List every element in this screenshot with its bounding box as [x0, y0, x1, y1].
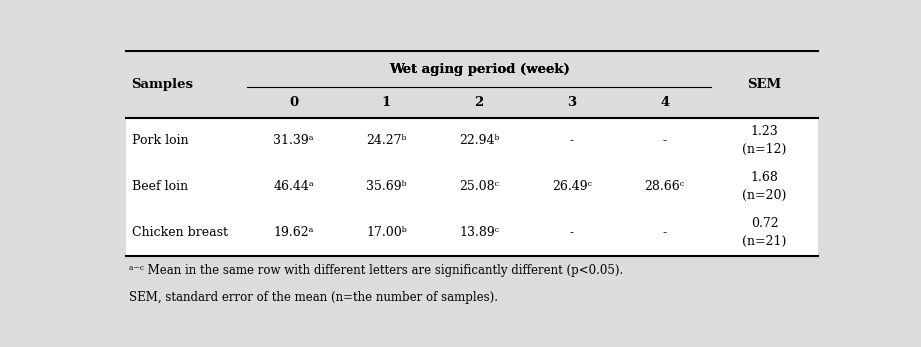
Text: Chicken breast: Chicken breast: [132, 226, 227, 239]
Text: SEM: SEM: [748, 78, 782, 91]
Text: 1.23
(n=12): 1.23 (n=12): [742, 125, 787, 156]
Text: ᵃ⁻ᶜ Mean in the same row with different letters are significantly different (p<0: ᵃ⁻ᶜ Mean in the same row with different …: [129, 264, 623, 277]
Text: Wet aging period (week): Wet aging period (week): [389, 62, 569, 76]
Text: 46.44ᵃ: 46.44ᵃ: [274, 180, 314, 193]
Text: 1.68
(n=20): 1.68 (n=20): [742, 171, 787, 202]
Text: 22.94ᵇ: 22.94ᵇ: [459, 134, 499, 147]
Text: 1: 1: [381, 96, 391, 109]
Text: 25.08ᶜ: 25.08ᶜ: [460, 180, 499, 193]
Text: Wet aging period (week): Wet aging period (week): [389, 62, 569, 76]
Bar: [126, 51, 818, 118]
Text: 2: 2: [474, 96, 484, 109]
Text: Samples: Samples: [132, 78, 193, 91]
Text: -: -: [663, 226, 667, 239]
Text: -: -: [663, 134, 667, 147]
Text: 4: 4: [660, 96, 670, 109]
Text: 35.69ᵇ: 35.69ᵇ: [366, 180, 407, 193]
Text: 26.49ᶜ: 26.49ᶜ: [552, 180, 592, 193]
Text: Beef loin: Beef loin: [132, 180, 188, 193]
Text: 0: 0: [289, 96, 298, 109]
Text: 0.72
(n=21): 0.72 (n=21): [742, 217, 787, 248]
Text: 13.89ᶜ: 13.89ᶜ: [459, 226, 499, 239]
Bar: [126, 118, 818, 256]
Text: 24.27ᵇ: 24.27ᵇ: [367, 134, 406, 147]
Text: 28.66ᶜ: 28.66ᶜ: [645, 180, 685, 193]
Text: 19.62ᵃ: 19.62ᵃ: [274, 226, 314, 239]
Text: 3: 3: [567, 96, 577, 109]
Text: 31.39ᵃ: 31.39ᵃ: [274, 134, 314, 147]
Text: -: -: [570, 134, 574, 147]
Text: Pork loin: Pork loin: [132, 134, 188, 147]
Text: -: -: [570, 226, 574, 239]
Text: 17.00ᵇ: 17.00ᵇ: [366, 226, 407, 239]
Text: SEM, standard error of the mean (n=the number of samples).: SEM, standard error of the mean (n=the n…: [129, 290, 497, 304]
